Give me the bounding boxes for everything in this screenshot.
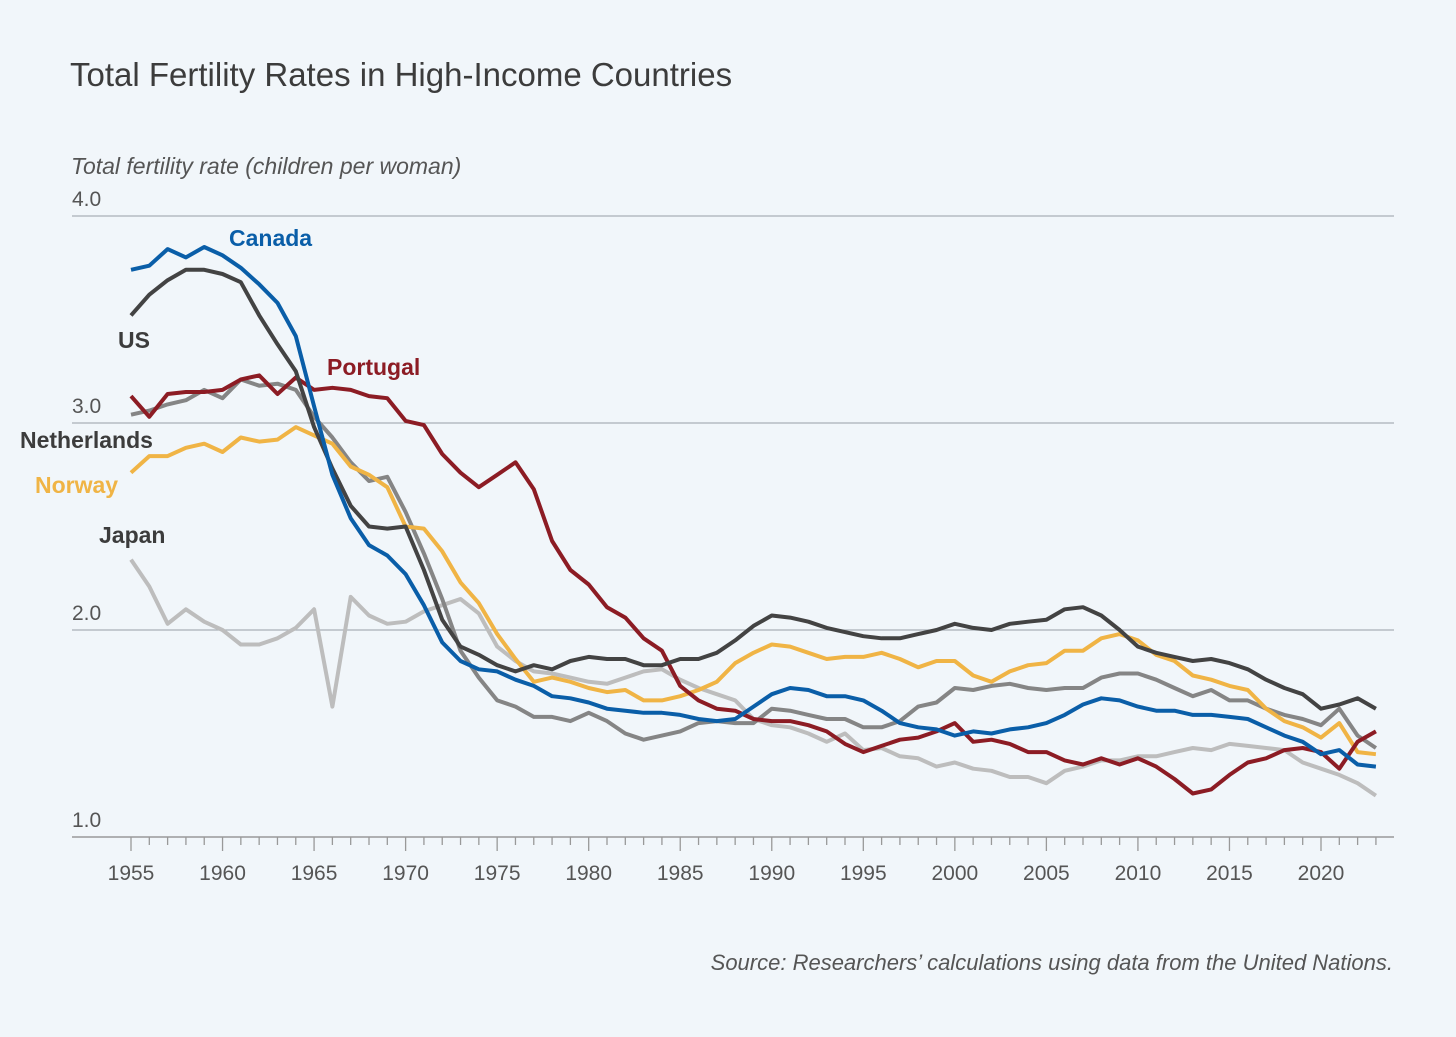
series-line-japan — [129, 558, 1378, 798]
series-line-canada — [130, 245, 1377, 769]
x-tick-label: 2020 — [1298, 862, 1345, 885]
x-tick-label: 1955 — [108, 862, 155, 885]
x-tick-label: 2005 — [1023, 862, 1070, 885]
y-tick-label: 4.0 — [72, 188, 101, 211]
series-label-canada: Canada — [229, 225, 312, 251]
y-axis-label: Total fertility rate (children per woman… — [71, 153, 462, 179]
y-tick-label: 1.0 — [72, 809, 101, 832]
x-tick-label: 2010 — [1115, 862, 1162, 885]
series-line-netherlands — [130, 377, 1378, 750]
series-label-portugal: Portugal — [327, 354, 420, 380]
series-label-japan: Japan — [99, 522, 165, 548]
series-line-norway — [129, 425, 1377, 757]
x-tick-label: 1980 — [565, 862, 612, 885]
x-tick-label: 1995 — [840, 862, 887, 885]
x-tick-label: 1990 — [748, 862, 795, 885]
x-tick-label: 1970 — [382, 862, 429, 885]
y-tick-label: 2.0 — [72, 602, 101, 625]
chart-title: Total Fertility Rates in High-Income Cou… — [70, 56, 733, 93]
series-label-us: US — [118, 327, 150, 353]
series-label-netherlands: Netherlands — [20, 427, 153, 453]
x-tick-label: 1965 — [291, 862, 338, 885]
x-tick-label: 1975 — [474, 862, 521, 885]
x-tick-label: 1985 — [657, 862, 704, 885]
y-tick-label: 3.0 — [72, 395, 101, 418]
x-tick-label: 2015 — [1206, 862, 1253, 885]
source-note: Source: Researchers’ calculations using … — [710, 950, 1393, 975]
x-tick-label: 2000 — [931, 862, 978, 885]
series-line-us — [129, 267, 1377, 711]
series-line-portugal — [129, 373, 1377, 796]
series-label-norway: Norway — [35, 472, 118, 498]
x-tick-label: 1960 — [199, 862, 246, 885]
